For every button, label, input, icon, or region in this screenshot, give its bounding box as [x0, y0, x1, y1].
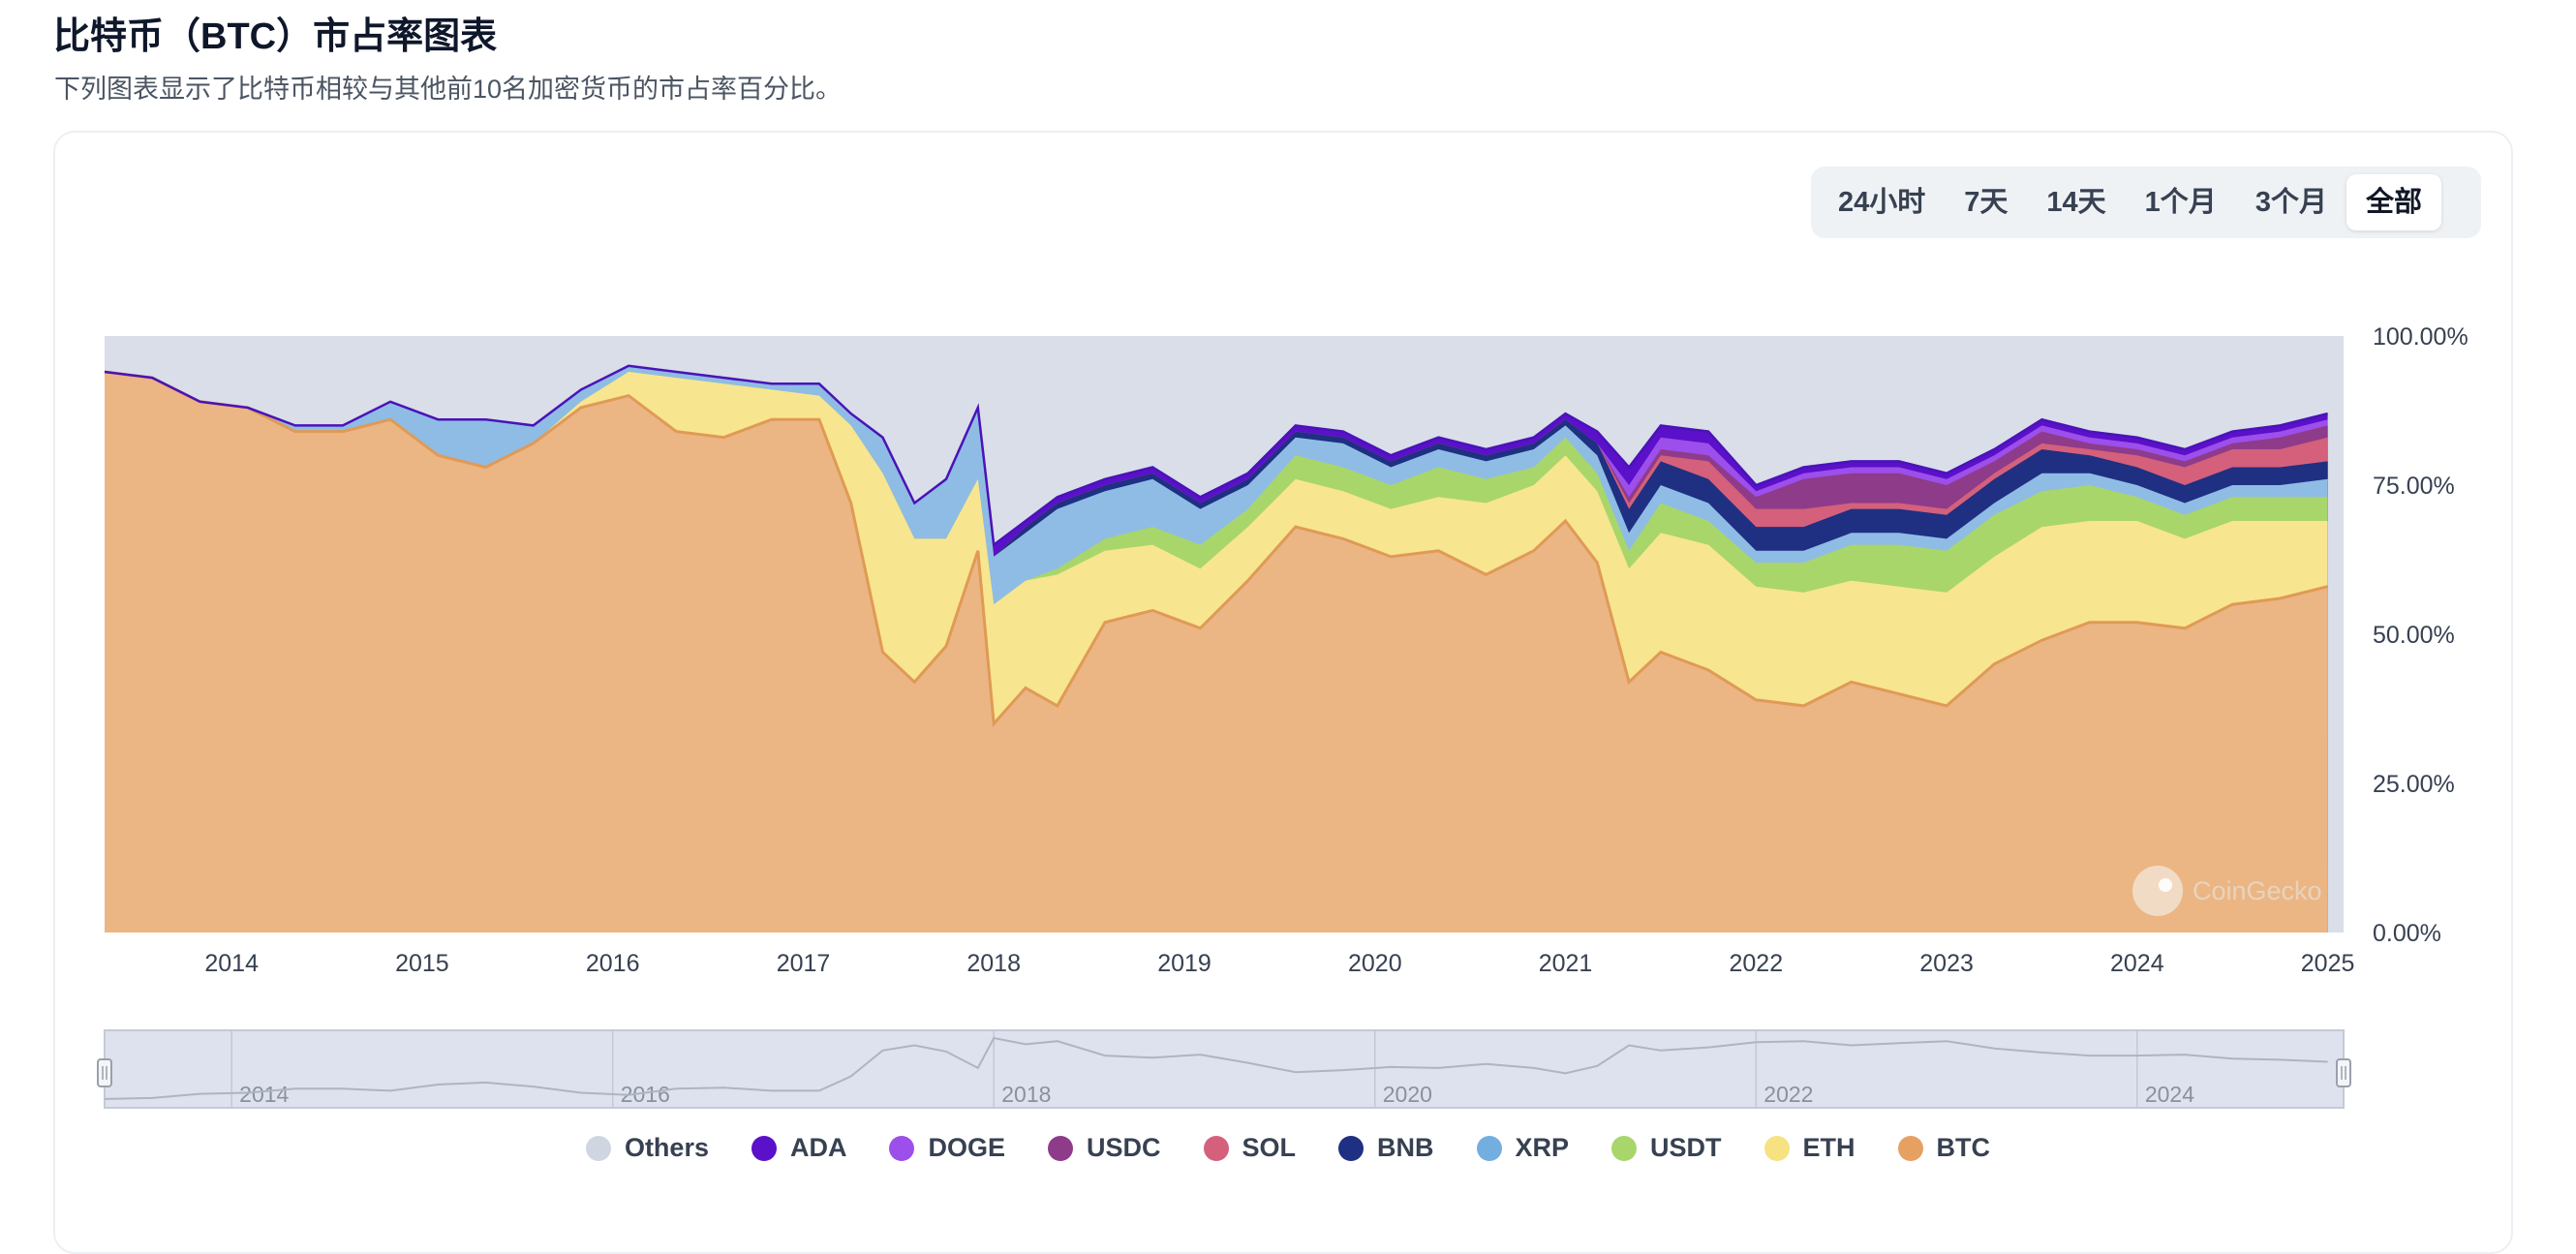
y-axis: 0.00% 25.00% 50.00% 75.00% 100.00% — [2373, 323, 2469, 947]
tab-14d[interactable]: 14天 — [2046, 187, 2106, 218]
legend-item-doge[interactable]: DOGE — [889, 1133, 1005, 1163]
y-tick-label: 50.00% — [2373, 622, 2455, 649]
y-tick-label: 25.00% — [2373, 771, 2455, 798]
x-tick-label: 2024 — [2110, 950, 2164, 977]
tab-24h[interactable]: 24小时 — [1838, 187, 1926, 218]
x-tick-label: 2020 — [1348, 950, 1402, 977]
btc-line — [104, 370, 2328, 727]
x-tick-label: 2018 — [966, 950, 1021, 977]
legend-item-eth[interactable]: ETH — [1763, 1133, 1855, 1163]
legend-dot-icon — [889, 1135, 915, 1161]
legend-item-usdc[interactable]: USDC — [1047, 1133, 1161, 1163]
x-tick-label: 2016 — [586, 950, 640, 977]
navigator-tick-label: 2024 — [2145, 1082, 2194, 1107]
legend-dot-icon — [1611, 1135, 1638, 1161]
coingecko-logo-eye — [2159, 878, 2172, 892]
tab-3m[interactable]: 3个月 — [2254, 187, 2327, 218]
legend-dot-icon — [751, 1135, 777, 1161]
page-title: 比特币（BTC）市占率图表 — [53, 16, 498, 57]
navigator-tick-label: 2014 — [239, 1082, 289, 1107]
legend-item-ada[interactable]: ADA — [751, 1133, 846, 1163]
x-tick-label: 2023 — [1919, 950, 1974, 977]
x-tick-label: 2022 — [1729, 950, 1783, 977]
navigator-left-handle[interactable] — [97, 1058, 112, 1087]
y-tick-label: 75.00% — [2373, 473, 2455, 500]
watermark-text: CoinGecko — [2193, 876, 2322, 905]
legend-dot-icon — [1338, 1135, 1365, 1161]
legend-item-xrp[interactable]: XRP — [1476, 1133, 1569, 1163]
navigator-tick-label: 2020 — [1383, 1082, 1432, 1107]
legend-item-usdt[interactable]: USDT — [1611, 1133, 1722, 1163]
legend-item-btc[interactable]: BTC — [1897, 1133, 1990, 1163]
coingecko-logo-icon — [2132, 866, 2183, 916]
coingecko-watermark: CoinGecko — [2132, 866, 2322, 916]
legend-dot-icon — [1047, 1135, 1073, 1161]
x-axis: 2014 2015 2016 2017 2018 2019 2020 2021 2022 2023… — [204, 950, 2354, 977]
stack-top-line — [104, 364, 2328, 547]
legend-dot-icon — [1203, 1135, 1229, 1161]
legend-item-sol[interactable]: SOL — [1203, 1133, 1296, 1163]
navigator-series-line — [104, 1036, 2328, 1100]
navigator-right-handle[interactable] — [2336, 1058, 2351, 1087]
dominance-chart: 0.00%25.00%50.00%75.00%100.00% 2014 2015 2… — [97, 323, 2469, 1109]
x-tick-label: 2015 — [395, 950, 449, 977]
x-tick-label: 2014 — [204, 950, 259, 977]
stacked-area-layers — [104, 336, 2344, 933]
legend-dot-icon — [585, 1135, 611, 1161]
x-tick-label: 2025 — [2301, 950, 2355, 977]
time-range-tabs: 24小时 7天 14天 1个月 3个月 全部 — [1811, 167, 2481, 238]
x-tick-label: 2021 — [1539, 950, 1593, 977]
navigator[interactable]: 2014 2016 2018 2020 2022 2024 — [97, 1029, 2351, 1109]
tab-7d[interactable]: 7天 — [1964, 187, 2009, 218]
navigator-window — [104, 1029, 2345, 1109]
legend-dot-icon — [1476, 1135, 1502, 1161]
area-btc — [105, 372, 2328, 933]
y-tick-label: 0.00% — [2373, 920, 2441, 947]
tab-all[interactable]: 全部 — [2346, 174, 2441, 230]
legend-item-bnb[interactable]: BNB — [1338, 1133, 1434, 1163]
page-subtitle: 下列图表显示了比特币相较与其他前10名加密货币的市占率百分比。 — [54, 75, 843, 104]
tab-1m[interactable]: 1个月 — [2144, 187, 2217, 218]
navigator-tick-label: 2022 — [1763, 1082, 1813, 1107]
legend-item-others[interactable]: Others — [585, 1133, 709, 1163]
legend-dot-icon — [1897, 1135, 1923, 1161]
chart-legend: Others ADA DOGE USDC SOL BNB XRP USDT ET… — [0, 1133, 2576, 1163]
navigator-tick-label: 2018 — [1001, 1082, 1051, 1107]
x-tick-label: 2017 — [777, 950, 831, 977]
y-tick-label: 100.00% — [2373, 323, 2469, 351]
x-tick-label: 2019 — [1157, 950, 1211, 977]
legend-dot-icon — [1763, 1135, 1790, 1161]
